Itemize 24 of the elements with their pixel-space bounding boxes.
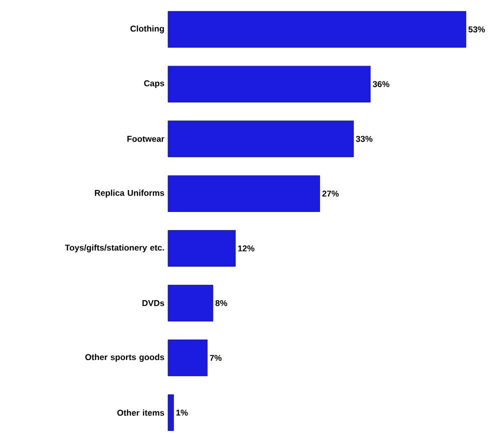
data-label: 27% bbox=[322, 190, 339, 197]
bar bbox=[168, 230, 236, 267]
data-label: 12% bbox=[238, 245, 254, 252]
bar bbox=[168, 340, 208, 376]
y-tick-label: Footwear bbox=[127, 136, 164, 142]
data-label: 33% bbox=[356, 136, 372, 142]
data-label: 36% bbox=[372, 81, 390, 88]
bar bbox=[168, 284, 214, 322]
y-tick-label: Clothing bbox=[130, 25, 164, 34]
y-tick-label: Replica Uniforms bbox=[94, 190, 164, 198]
y-tick-label: Caps bbox=[144, 80, 164, 88]
bar bbox=[168, 11, 466, 48]
y-tick-label: Toys/gifts/stationery etc. bbox=[64, 244, 164, 252]
data-label: 53% bbox=[468, 26, 485, 32]
y-tick-label: Other items bbox=[117, 410, 164, 416]
y-tick-label: Other sports goods bbox=[85, 354, 164, 362]
data-label: 1% bbox=[176, 410, 188, 416]
data-label: 8% bbox=[215, 300, 228, 306]
bar bbox=[168, 120, 354, 158]
bar bbox=[168, 175, 320, 212]
bar bbox=[168, 394, 174, 431]
y-tick-label: DVDs bbox=[142, 300, 164, 306]
data-label: 7% bbox=[210, 354, 222, 361]
bar bbox=[168, 66, 371, 102]
